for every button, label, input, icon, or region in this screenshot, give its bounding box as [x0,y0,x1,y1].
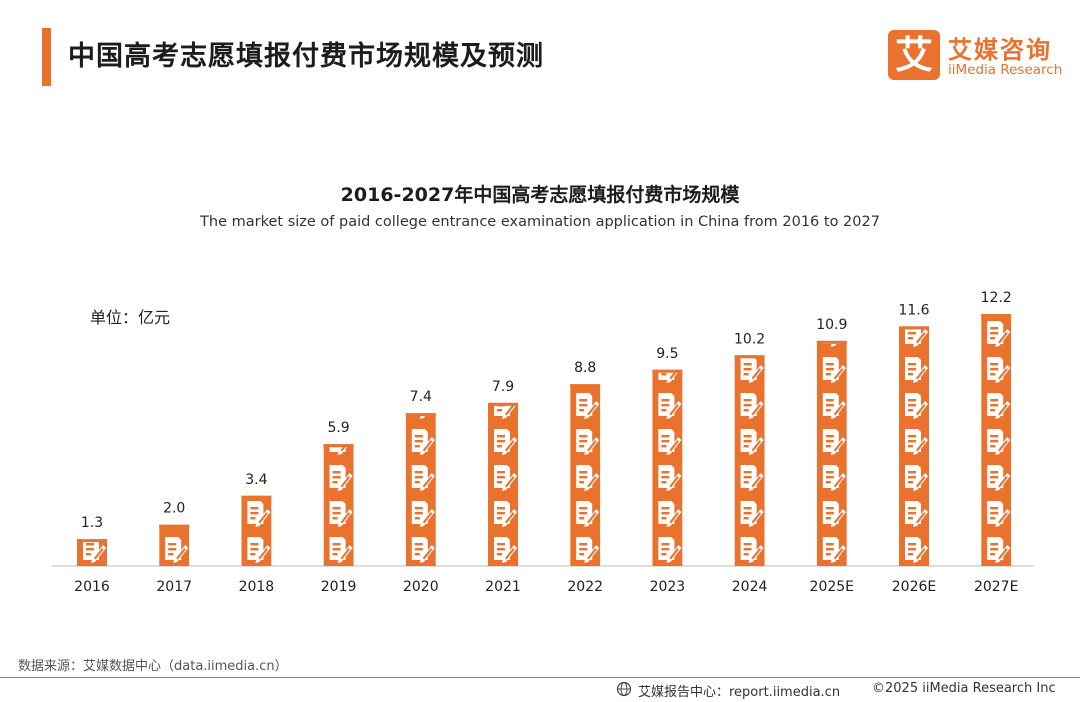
value-label: 9.5 [656,346,678,362]
value-labels: 1.3 2.0 3.4 5.9 7.4 7.9 8.8 9.5 10.2 10.9 11.6 12.2 [81,290,1012,531]
logo-name-cn: 艾媒咨询 [948,36,1052,64]
footer-divider [0,677,1080,678]
globe-icon [616,681,632,697]
bar-2026E [899,326,929,566]
value-label: 7.4 [410,389,432,405]
x-tick-label: 2016 [74,579,110,595]
iimedia-logo: 艾 艾媒咨询 iiMedia Research [888,30,1068,82]
x-tick-label: 2026E [892,579,936,595]
copyright: ©2025 iiMedia Research Inc [872,681,1056,696]
x-tick-label: 2027E [974,579,1018,595]
source-note: 数据来源：艾媒数据中心（data.iimedia.cn） [18,659,288,674]
page-title: 中国高考志愿填报付费市场规模及预测 [68,41,544,72]
x-tick-label: 2021 [485,579,521,595]
bar-2025E [816,340,847,566]
logo-name-en: iiMedia Research [948,62,1063,78]
x-tick-label: 2020 [403,579,439,595]
value-label: 12.2 [981,290,1012,306]
report-center-link[interactable]: 艾媒报告中心：report.iimedia.cn [638,685,841,700]
bar-2020 [405,413,436,566]
value-label: 7.9 [492,379,514,395]
value-label: 8.8 [574,360,596,376]
x-tick-label: 2025E [810,579,854,595]
value-label: 5.9 [327,420,349,436]
value-label: 2.0 [163,501,185,517]
x-tick-label: 2022 [567,579,603,595]
bar-2022 [570,384,601,566]
bar-2019 [323,444,354,566]
bars-group [77,314,1012,566]
chart-subtitle: The market size of paid college entrance… [200,214,880,230]
value-label: 3.4 [245,472,267,488]
bar-2018 [241,495,272,566]
x-tick-label: 2024 [732,579,768,595]
bar-2017 [159,524,190,566]
title-accent-bar [42,28,51,86]
x-tick-label: 2019 [321,579,357,595]
value-label: 11.6 [898,302,929,318]
x-tick-label: 2023 [650,579,686,595]
bar-2021 [488,402,518,566]
unit-label: 单位：亿元 [90,308,171,327]
logo-mark: 艾 [888,30,940,80]
bar-2024 [734,355,765,566]
x-tick-label: 2018 [239,579,275,595]
bar-2027E [981,314,1012,566]
chart-title: 2016-2027年中国高考志愿填报付费市场规模 [340,184,740,206]
x-tick-label: 2017 [156,579,192,595]
x-tick-labels: 2016 2017 2018 2019 2020 2021 2022 2023 2024 2025… [74,579,1018,595]
value-label: 10.2 [734,331,765,347]
bar-2023 [652,369,683,566]
value-label: 1.3 [81,515,103,531]
value-label: 10.9 [816,317,847,333]
bar-2016 [77,539,107,566]
